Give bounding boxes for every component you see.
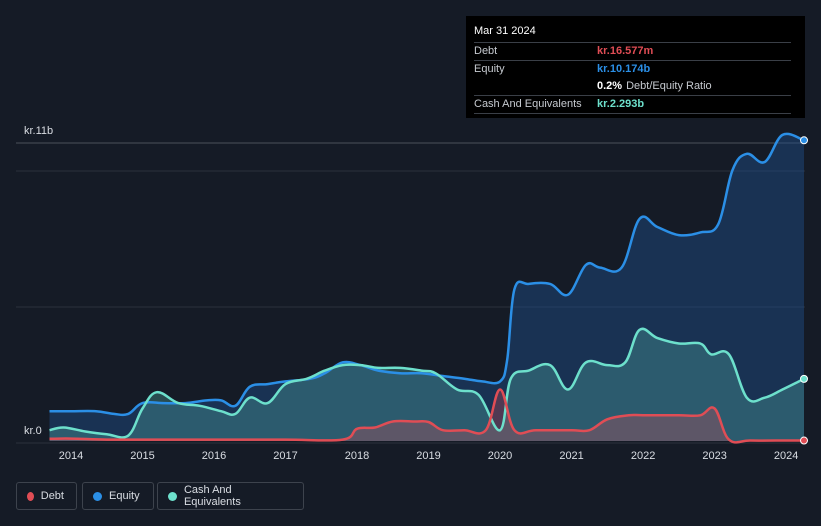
legend-equity[interactable]: Equity — [82, 482, 154, 510]
tooltip-date: Mar 31 2024 — [474, 25, 536, 37]
tooltip-cash-value: kr.2.293b — [597, 98, 645, 110]
legend-cash-dot — [168, 491, 177, 501]
gridlines — [16, 142, 805, 444]
x-tick-label: 2022 — [630, 450, 656, 462]
x-tick-label: 2015 — [130, 450, 155, 462]
tooltip-equity-row: Equity kr.10.174b — [474, 60, 791, 78]
end-markers — [800, 136, 808, 445]
x-tick-label: 2017 — [273, 450, 298, 462]
legend-equity-label: Equity — [109, 490, 140, 502]
x-tick-label: 2014 — [58, 450, 84, 462]
series-lines — [49, 132, 805, 444]
equity-area — [49, 133, 804, 441]
legend-equity-dot — [93, 491, 102, 501]
x-tick-label: 2023 — [702, 450, 727, 462]
debt-line — [49, 388, 804, 444]
tooltip-debt-label: Debt — [474, 45, 498, 57]
x-tick-label: 2016 — [201, 450, 227, 462]
cash-line — [49, 327, 805, 439]
debt-area — [49, 389, 804, 443]
tooltip-ratio-label: Debt/Equity Ratio — [626, 80, 712, 92]
tooltip-cash-row: Cash And Equivalents kr.2.293b — [474, 95, 791, 113]
tooltip-cash-label: Cash And Equivalents — [474, 98, 582, 110]
legend-debt-dot — [27, 491, 34, 501]
y-axis-max-label: kr.11b — [24, 125, 54, 137]
equity-line — [49, 132, 805, 417]
legend-debt[interactable]: Debt — [16, 482, 77, 510]
cash-end-marker — [800, 374, 808, 383]
x-tick-label: 2024 — [773, 450, 799, 462]
x-tick-label: 2018 — [344, 450, 370, 462]
tooltip-equity-label: Equity — [474, 63, 505, 75]
x-tick-label: 2019 — [416, 450, 441, 462]
equity-end-marker — [800, 136, 808, 145]
debt-end-marker — [800, 436, 808, 445]
tooltip-debt-value: kr.16.577m — [597, 45, 654, 57]
x-tick-label: 2021 — [559, 450, 584, 462]
tooltip: Mar 31 2024 Debt kr.16.577m Equity kr.10… — [466, 16, 805, 118]
tooltip-equity-value: kr.10.174b — [597, 63, 651, 75]
tooltip-debt-row: Debt kr.16.577m — [474, 42, 791, 60]
series-areas — [49, 133, 804, 443]
legend-debt-label: Debt — [40, 490, 64, 502]
tooltip-ratio-row: 0.2% Debt/Equity Ratio — [474, 78, 791, 95]
tooltip-ratio-value: 0.2% — [597, 80, 623, 92]
legend-cash-label: Cash And Equivalents — [183, 484, 241, 508]
y-axis-min-label: kr.0 — [24, 425, 42, 437]
legend-cash[interactable]: Cash And Equivalents — [157, 482, 304, 510]
x-tick-label: 2020 — [487, 450, 513, 462]
